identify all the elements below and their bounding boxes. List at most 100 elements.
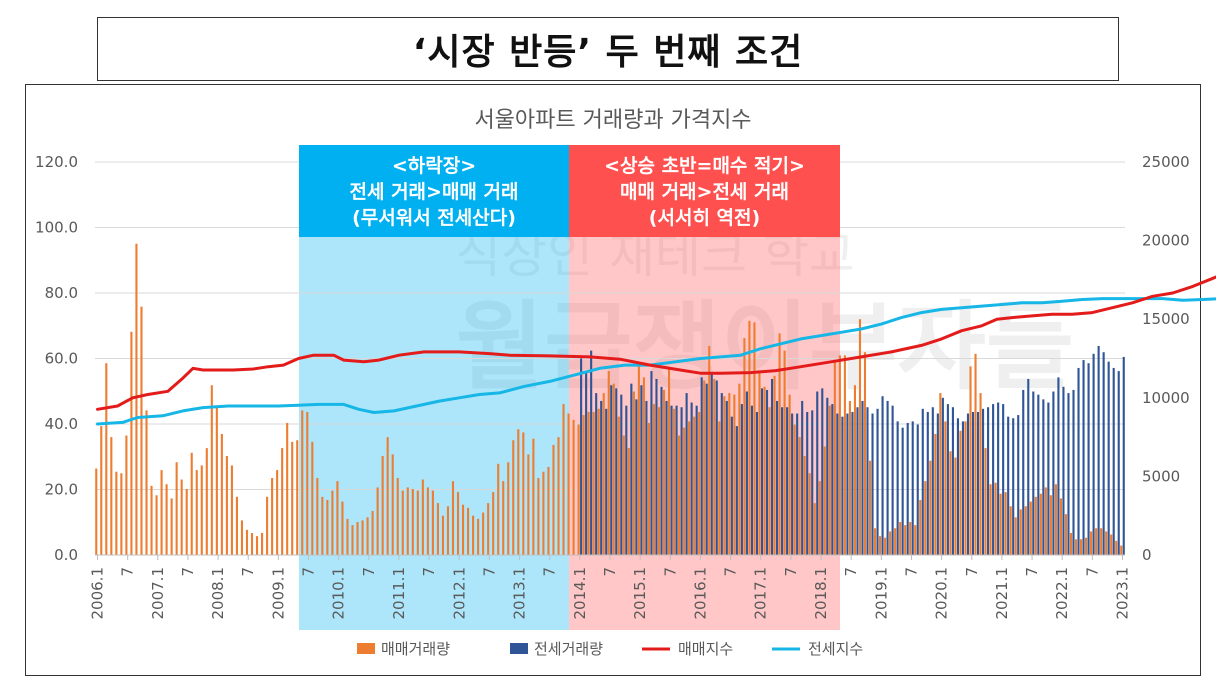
bar-jeonse-151 [856,407,859,555]
bar-sale-85 [522,432,525,555]
bar-sale-170 [949,451,952,555]
bar-sale-176 [979,393,982,555]
x-tick-label-6: 2009.1 [269,567,287,620]
bar-jeonse-160 [901,427,904,555]
bar-jeonse-189 [1047,402,1050,555]
bar-jeonse-178 [992,404,995,555]
bar-jeonse-145 [826,397,829,555]
bar-sale-15 [170,498,173,555]
y-right-tick-5: 25000 [1142,153,1190,171]
bar-sale-7 [130,331,133,555]
bar-sale-111 [652,404,656,555]
bar-jeonse-203 [1117,371,1120,555]
bar-sale-156 [879,536,882,555]
bar-sale-113 [662,389,666,555]
bar-sale-93 [562,404,565,555]
bar-sale-157 [884,537,887,555]
bar-sale-19 [190,452,193,555]
bar-sale-51 [351,525,354,555]
chart-title: 서울아파트 거래량과 가격지수 [474,108,751,133]
bar-sale-75 [472,515,475,555]
bar-jeonse-204 [1122,356,1125,555]
bar-sale-96 [577,424,580,555]
bar-sale-193 [1064,514,1068,555]
bar-sale-13 [160,470,163,555]
bar-jeonse-112 [660,386,663,555]
bar-sale-147 [833,360,836,555]
bar-sale-68 [436,503,439,555]
bar-sale-143 [813,503,816,555]
bar-sale-136 [778,333,781,555]
bar-jeonse-174 [971,411,975,555]
bar-sale-65 [421,479,424,555]
bar-sale-202 [1110,534,1113,555]
bar-sale-18 [185,488,188,555]
x-tick-label-17: 7 [601,567,619,577]
legend-label-2: 전세거래량 [534,640,603,658]
bar-sale-173 [964,421,967,555]
bar-sale-8 [135,243,138,555]
bar-jeonse-199 [1097,345,1100,555]
x-tick-label-7: 7 [300,567,318,577]
bar-sale-38 [286,422,289,555]
bar-jeonse-146 [831,404,834,555]
bar-sale-192 [1059,498,1062,555]
page-title: ‘시장 반등’ 두 번째 조건 [412,32,804,73]
bar-sale-57 [381,455,384,555]
bar-jeonse-200 [1102,352,1105,555]
bar-sale-204 [1120,545,1123,555]
bar-jeonse-96 [580,358,583,555]
bar-sale-116 [678,435,681,555]
bar-sale-62 [406,487,409,555]
bar-jeonse-156 [881,396,884,555]
bar-sale-194 [1069,532,1073,555]
bar-sale-115 [673,408,676,555]
y-right-tick-1: 5000 [1142,467,1180,485]
bar-sale-71 [451,481,455,555]
bar-jeonse-141 [806,411,809,555]
bar-sale-24 [215,405,218,555]
bar-jeonse-198 [1092,353,1095,555]
bar-jeonse-164 [921,408,924,555]
bar-sale-152 [858,319,862,555]
bar-sale-41 [301,410,304,555]
bar-sale-98 [587,411,590,555]
bar-jeonse-173 [966,413,970,555]
bar-sale-187 [1034,496,1037,555]
bar-jeonse-159 [896,421,899,555]
bar-sale-131 [753,322,756,555]
bar-jeonse-114 [670,405,673,555]
bar-sale-101 [602,393,605,555]
bar-jeonse-150 [851,411,854,555]
bar-sale-145 [823,446,826,555]
bar-sale-76 [477,518,480,555]
bar-sale-66 [426,487,429,555]
bar-sale-117 [683,427,686,555]
bar-sale-183 [1014,517,1017,555]
bar-sale-64 [416,490,419,555]
bar-sale-87 [532,438,535,555]
bar-sale-23 [210,385,213,555]
bar-sale-91 [552,444,555,555]
bar-jeonse-148 [841,416,844,555]
bar-jeonse-177 [987,407,990,555]
bar-jeonse-157 [886,400,889,555]
bar-jeonse-102 [610,385,613,555]
bar-jeonse-130 [750,405,753,555]
bar-sale-1 [100,426,103,555]
bar-sale-190 [1049,495,1052,555]
bar-jeonse-143 [816,391,819,555]
x-tick-label-23: 7 [782,567,800,577]
y-right-tick-3: 15000 [1142,310,1190,328]
y-left-tick-1: 20.0 [45,481,78,499]
bar-sale-59 [391,454,394,555]
bar-jeonse-129 [745,391,748,555]
page-title-box: ‘시장 반등’ 두 번째 조건 [97,17,1119,81]
y-left-tick-3: 60.0 [45,350,78,368]
bar-sale-148 [838,355,841,555]
bar-sale-55 [371,510,374,555]
bar-jeonse-176 [982,408,985,555]
annotation-1-line-2: 전세 거래>매매 거래 [350,181,519,203]
bar-sale-73 [461,504,465,555]
